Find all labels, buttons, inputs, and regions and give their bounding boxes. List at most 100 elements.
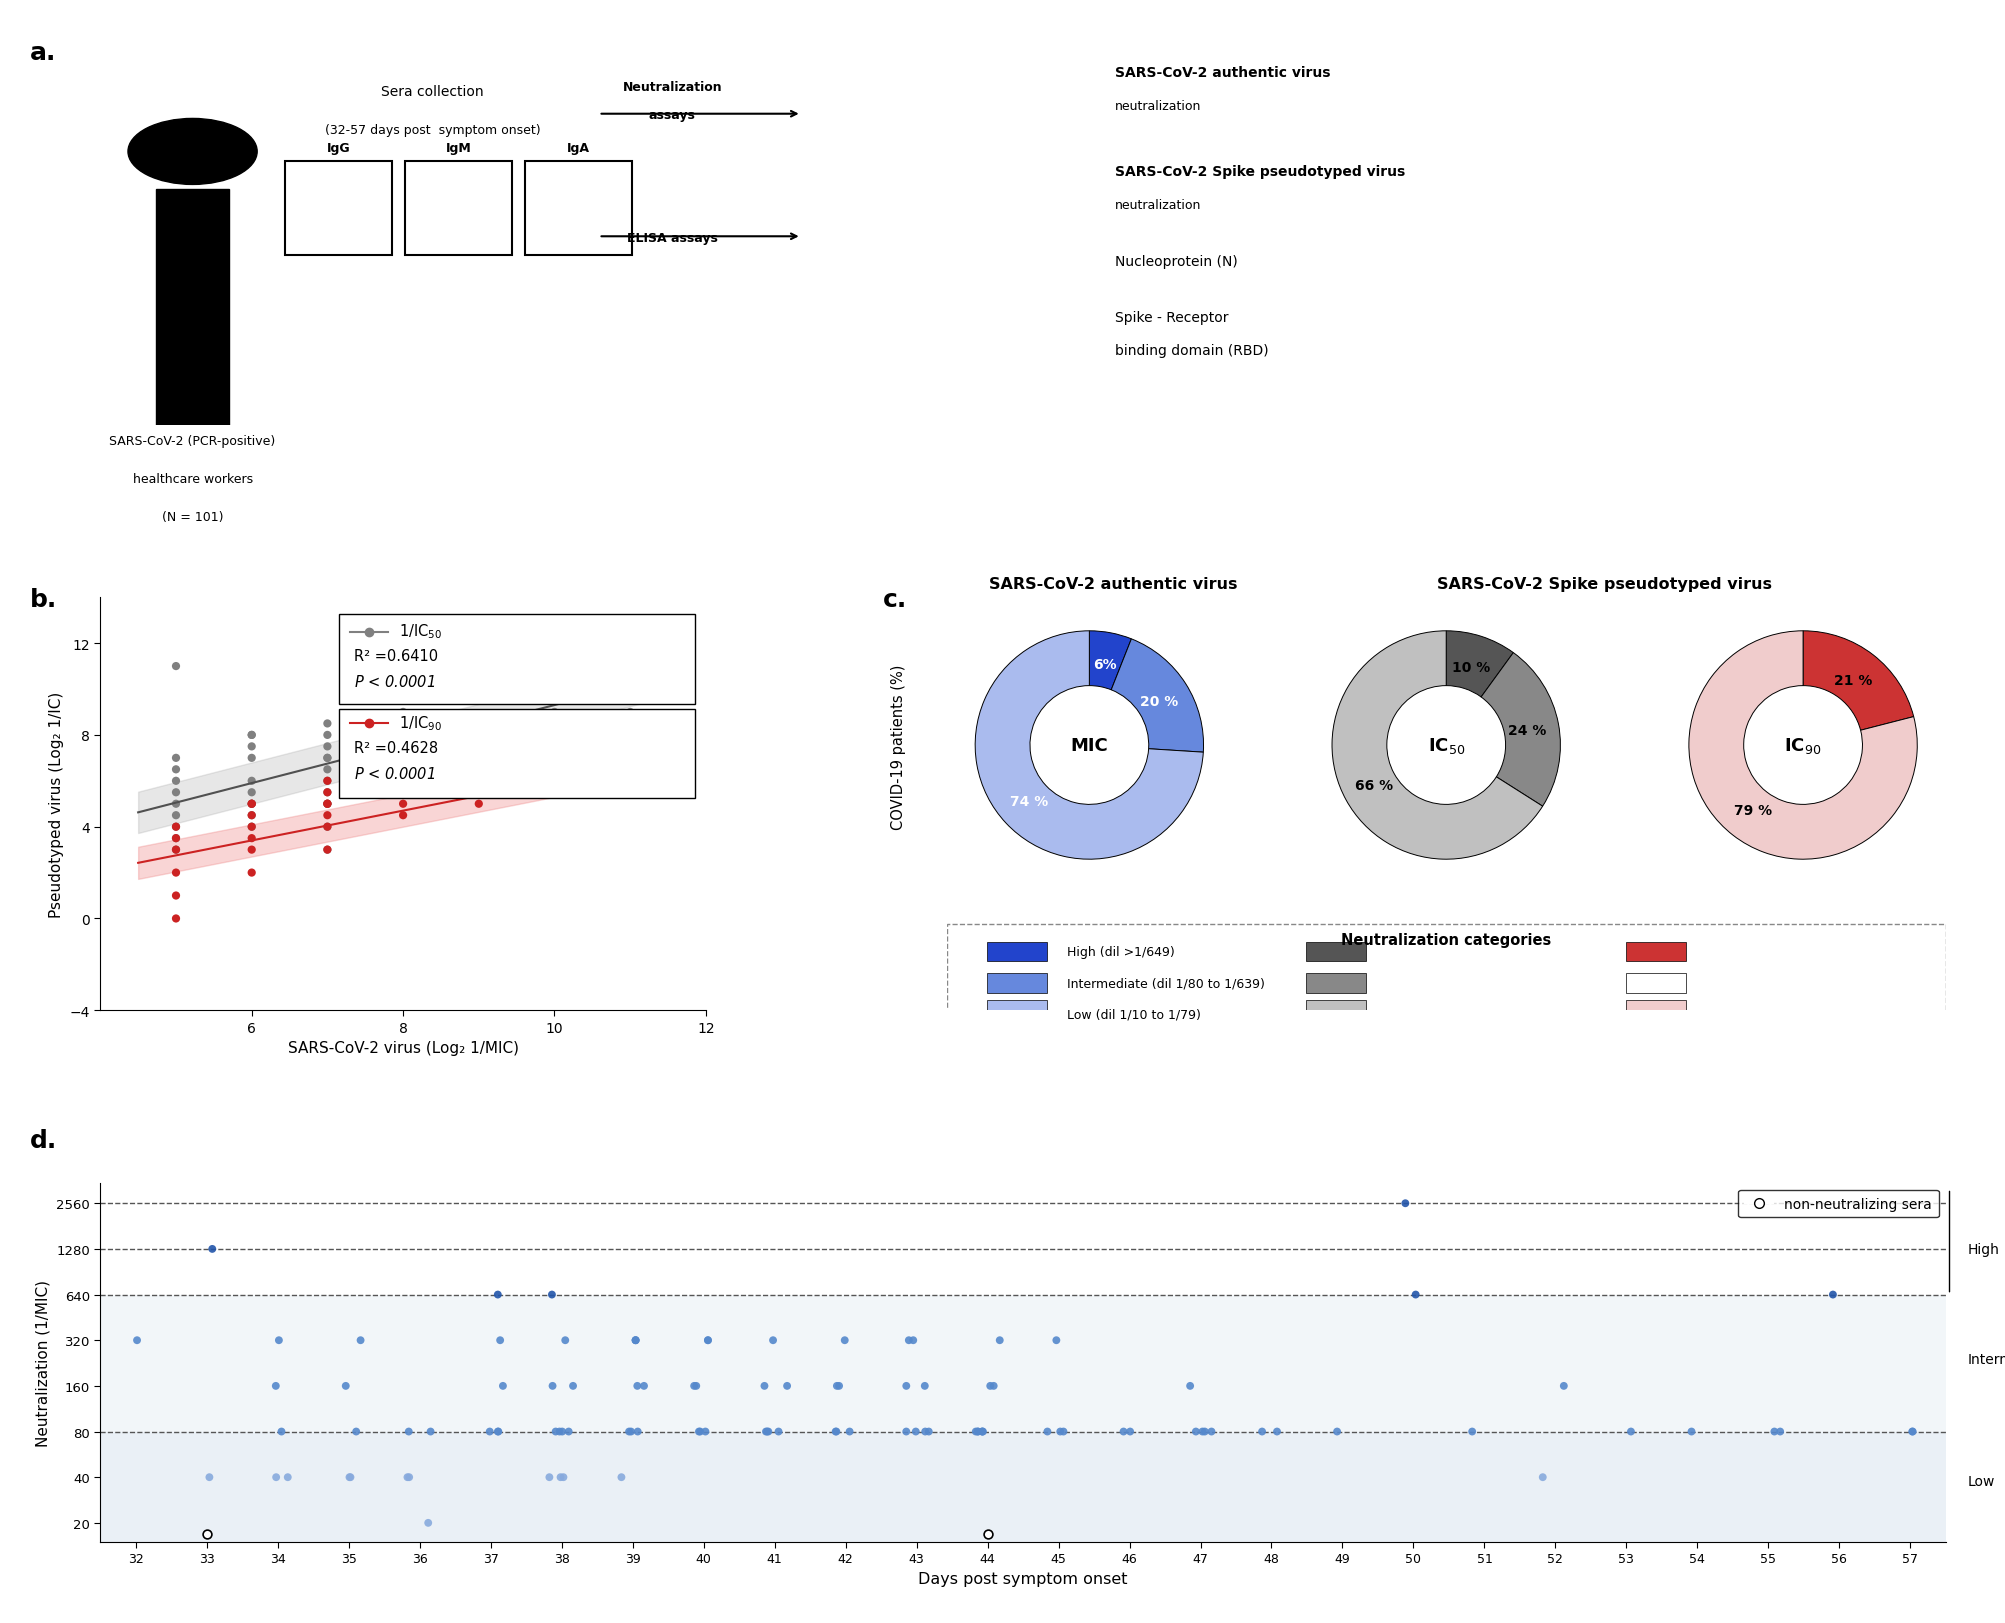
- Point: [966, 1419, 998, 1444]
- Point: [120, 1328, 152, 1354]
- Point: [834, 1419, 866, 1444]
- Wedge shape: [1480, 652, 1560, 807]
- FancyBboxPatch shape: [986, 1000, 1047, 1019]
- Text: IC$_{90}$: IC$_{90}$: [1784, 735, 1821, 756]
- Text: 1/IC$_{50}$: 1/IC$_{50}$: [399, 622, 443, 641]
- Point: [1399, 1282, 1432, 1308]
- Point: [1758, 1419, 1790, 1444]
- Point: [192, 1464, 225, 1490]
- Point: [908, 1419, 940, 1444]
- Point: [537, 711, 569, 737]
- Point: [770, 1373, 802, 1399]
- Text: neutralization: neutralization: [1115, 200, 1201, 213]
- Text: MIC: MIC: [1071, 737, 1107, 755]
- Point: [614, 1419, 646, 1444]
- Point: [622, 1373, 654, 1399]
- Point: [463, 745, 495, 771]
- Point: [387, 722, 419, 748]
- FancyBboxPatch shape: [1305, 974, 1365, 993]
- Point: [335, 1464, 367, 1490]
- Text: SARS-CoV-2 Spike pseudotyped virus: SARS-CoV-2 Spike pseudotyped virus: [1115, 166, 1406, 179]
- Point: [311, 756, 343, 782]
- Point: [974, 1373, 1007, 1399]
- Point: [463, 734, 495, 760]
- Text: SARS-CoV-2 (PCR-positive): SARS-CoV-2 (PCR-positive): [110, 435, 275, 448]
- Point: [329, 1373, 361, 1399]
- Point: [908, 1373, 940, 1399]
- Point: [690, 1419, 722, 1444]
- Point: [1031, 1419, 1063, 1444]
- Text: (N = 101): (N = 101): [162, 510, 223, 523]
- Point: [545, 1419, 577, 1444]
- Point: [557, 1373, 589, 1399]
- Point: [235, 745, 267, 771]
- Point: [160, 815, 192, 841]
- Bar: [405, 162, 511, 256]
- Point: [387, 711, 419, 737]
- Text: Interm.: Interm.: [1967, 1352, 2005, 1367]
- Text: 74 %: 74 %: [1011, 795, 1049, 808]
- Text: Low (dil 1/10 to 1/79): Low (dil 1/10 to 1/79): [1067, 1008, 1199, 1021]
- Point: [547, 1464, 579, 1490]
- Point: [966, 1419, 998, 1444]
- Text: d.: d.: [30, 1128, 58, 1152]
- Point: [1895, 1419, 1927, 1444]
- Point: [235, 779, 267, 805]
- Point: [311, 745, 343, 771]
- Point: [960, 1419, 992, 1444]
- Point: [311, 734, 343, 760]
- Point: [537, 745, 569, 771]
- Text: a.: a.: [30, 41, 56, 65]
- Point: [1185, 1419, 1217, 1444]
- Point: [958, 1419, 990, 1444]
- Point: [1261, 1419, 1293, 1444]
- Point: [463, 779, 495, 805]
- Point: [160, 837, 192, 863]
- Point: [235, 792, 267, 818]
- Point: [261, 1464, 293, 1490]
- Point: [341, 1419, 373, 1444]
- Polygon shape: [156, 190, 229, 425]
- Point: [387, 722, 419, 748]
- Point: [678, 1373, 710, 1399]
- Text: 66 %: 66 %: [1355, 777, 1393, 792]
- Text: IgA: IgA: [567, 143, 589, 156]
- Point: [311, 815, 343, 841]
- Point: [1321, 1419, 1353, 1444]
- Y-axis label: Pseudotyped virus (Log₂ 1/IC): Pseudotyped virus (Log₂ 1/IC): [48, 691, 64, 917]
- Point: [160, 803, 192, 829]
- Wedge shape: [1688, 631, 1917, 860]
- X-axis label: SARS-CoV-2 virus (Log₂ 1/MIC): SARS-CoV-2 virus (Log₂ 1/MIC): [287, 1040, 519, 1055]
- Text: R² =0.6410: R² =0.6410: [353, 649, 437, 664]
- Text: IgG: IgG: [327, 143, 351, 156]
- FancyBboxPatch shape: [339, 709, 694, 799]
- Point: [345, 1328, 377, 1354]
- Text: Low: Low: [1967, 1474, 1995, 1488]
- Y-axis label: Neutralization (1/MIC): Neutralization (1/MIC): [36, 1279, 50, 1446]
- X-axis label: Days post symptom onset: Days post symptom onset: [918, 1571, 1127, 1586]
- Text: 24 %: 24 %: [1508, 724, 1546, 737]
- Point: [463, 734, 495, 760]
- Point: [1189, 1419, 1221, 1444]
- Point: [235, 768, 267, 794]
- Text: $P$ < 0.0001: $P$ < 0.0001: [353, 766, 435, 781]
- Point: [892, 1328, 924, 1354]
- Point: [976, 1373, 1009, 1399]
- Text: c.: c.: [882, 588, 906, 612]
- Point: [311, 768, 343, 794]
- Point: [533, 1464, 565, 1490]
- Point: [333, 1464, 365, 1490]
- Point: [822, 1373, 854, 1399]
- Point: [235, 837, 267, 863]
- Point: [311, 779, 343, 805]
- Point: [680, 1373, 712, 1399]
- Point: [235, 792, 267, 818]
- Point: [196, 1237, 229, 1263]
- Point: [750, 1419, 782, 1444]
- Point: [970, 1521, 1002, 1547]
- Point: [160, 883, 192, 909]
- Point: [820, 1419, 852, 1444]
- Point: [463, 792, 495, 818]
- Point: [311, 837, 343, 863]
- Point: [1041, 1328, 1073, 1354]
